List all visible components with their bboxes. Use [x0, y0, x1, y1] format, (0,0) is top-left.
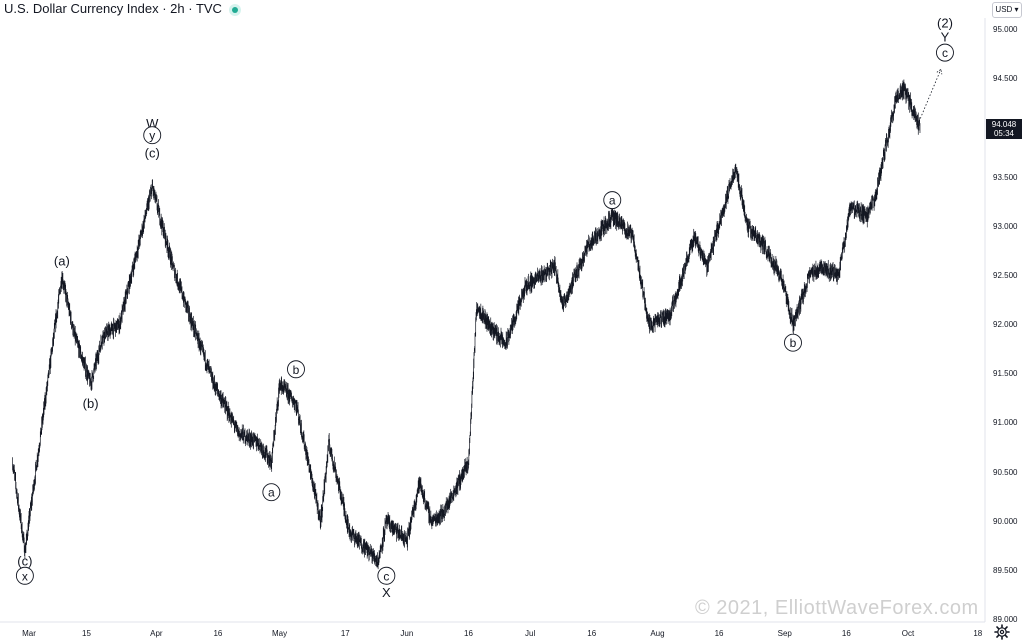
wave-label: (b): [83, 396, 99, 411]
currency-label: USD: [995, 5, 1013, 14]
wave-label: X: [382, 585, 391, 600]
x-tick-label: May: [271, 629, 288, 638]
wave-label-circle: [15, 566, 34, 585]
x-tick-label: Jun: [400, 629, 414, 638]
y-tick-label: 89.500: [993, 565, 1018, 575]
bar-countdown: 05:34: [993, 129, 1015, 138]
wave-label: (c): [145, 145, 160, 160]
y-tick-label: 93.000: [993, 221, 1018, 231]
wave-label: (2): [937, 16, 953, 31]
projection-line: [919, 69, 942, 119]
wave-label-circle: [936, 43, 954, 62]
wave-label-circle: [603, 191, 622, 210]
x-tick-label: Mar: [22, 629, 36, 638]
wave-label: (a): [54, 254, 70, 269]
x-tick-label: Apr: [150, 629, 163, 638]
wave-label: b: [790, 336, 797, 350]
y-tick-label: 90.500: [993, 467, 1018, 477]
wave-label-circle: [377, 566, 396, 585]
y-tick-label: 95.000: [993, 25, 1018, 34]
chart-title: U.S. Dollar Currency Index · 2h · TVC: [4, 1, 222, 16]
wave-label: y: [149, 129, 155, 143]
wave-label: c: [942, 46, 948, 60]
watermark: © 2021, ElliottWaveForex.com: [695, 597, 979, 619]
price-axis[interactable]: 95.00094.50094.00093.50093.00092.50092.0…: [985, 18, 1024, 624]
wave-label-circle: [287, 360, 305, 379]
wave-label-circle: [784, 333, 802, 352]
wave-label: x: [22, 569, 28, 583]
y-tick-label: 93.500: [993, 172, 1018, 182]
last-price-badge: 94.048 05:34: [986, 119, 1022, 139]
last-price: 94.048: [991, 120, 1017, 129]
projection-arrowhead: [936, 68, 943, 75]
wave-label: Y: [941, 29, 950, 44]
x-tick-label: Oct: [901, 629, 915, 638]
wave-label: b: [293, 363, 300, 377]
wave-label-circle: [143, 126, 162, 145]
y-tick-label: 89.000: [993, 615, 1018, 624]
x-tick-label: Jul: [524, 629, 536, 638]
y-tick-label: 91.000: [993, 418, 1018, 428]
wave-label: a: [268, 486, 275, 500]
wave-label-circle: [262, 483, 281, 502]
currency-select-button[interactable]: USD ▾: [992, 2, 1022, 18]
green-dot-icon: [229, 4, 241, 16]
wave-label: a: [609, 194, 616, 208]
gear-icon[interactable]: [994, 624, 1010, 640]
y-tick-label: 90.000: [993, 516, 1018, 526]
wave-label: (c): [17, 554, 32, 569]
x-tick-label: 17: [340, 629, 350, 638]
x-tick-label: 16: [587, 629, 597, 638]
y-tick-label: 94.500: [993, 74, 1018, 84]
x-tick-label: Aug: [650, 629, 665, 638]
y-tick-label: 91.500: [993, 369, 1018, 379]
x-tick-label: 15: [82, 629, 91, 638]
x-tick-label: Sep: [777, 629, 792, 638]
y-tick-label: 92.500: [993, 270, 1018, 280]
y-tick-label: 92.000: [993, 320, 1018, 329]
candles-layer: [12, 79, 921, 570]
x-tick-label: 16: [841, 629, 851, 638]
x-tick-label: 18: [973, 629, 983, 638]
x-tick-label: 16: [714, 629, 724, 638]
wave-label: c: [383, 569, 389, 583]
x-tick-label: 16: [213, 629, 223, 638]
x-tick-label: 16: [464, 629, 473, 638]
